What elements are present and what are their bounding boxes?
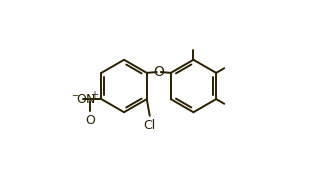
Text: N: N <box>86 93 95 106</box>
Text: O: O <box>76 93 86 106</box>
Text: Cl: Cl <box>144 119 156 132</box>
Text: +: + <box>90 90 98 100</box>
Text: $^{-}$: $^{-}$ <box>71 93 79 106</box>
Text: O: O <box>153 65 164 79</box>
Text: O: O <box>85 114 95 127</box>
